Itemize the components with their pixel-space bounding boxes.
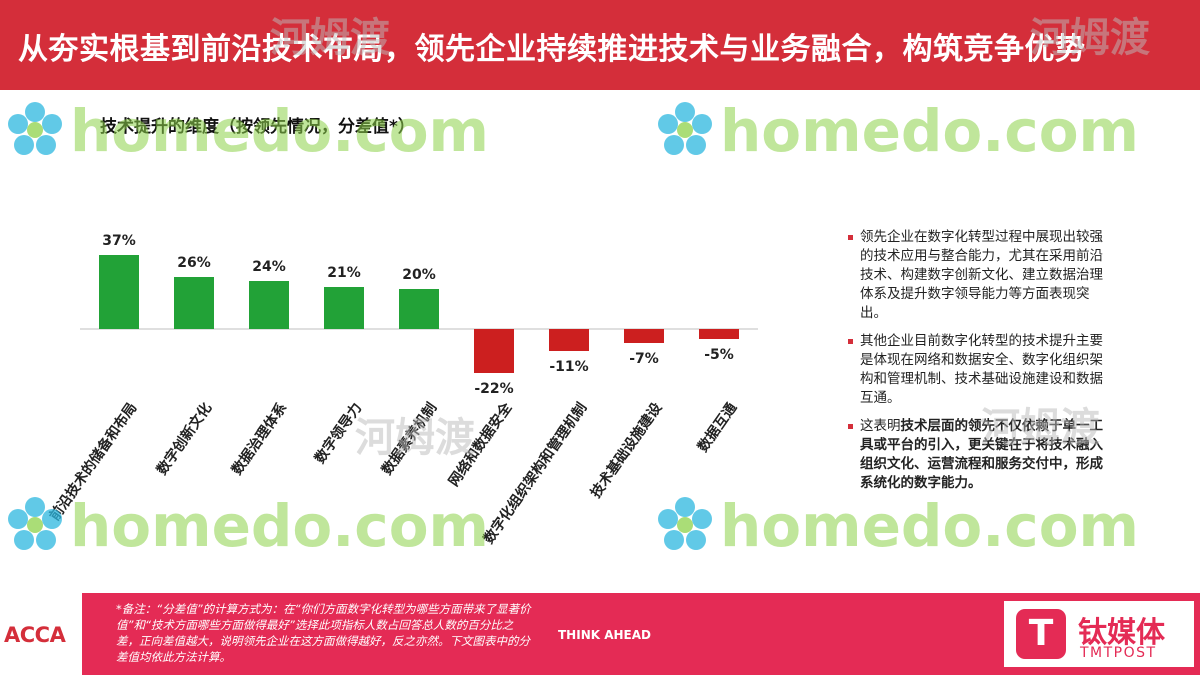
page-title: 从夯实根基到前沿技术布局，领先企业持续推进技术与业务融合，构筑竞争优势 [18,32,1086,67]
think-ahead-slogan: THINK AHEAD [558,628,651,642]
header-bar: 从夯实根基到前沿技术布局，领先企业持续推进技术与业务融合，构筑竞争优势 [0,0,1200,90]
category-label-9: 数据互通 [694,400,740,456]
category-label-2: 数字创新文化 [153,400,215,479]
data-label-3: 24% [252,259,286,275]
category-label-5: 数据素养机制 [378,400,440,479]
tmtpost-cn-name: 钛媒体 [1078,615,1166,649]
bullet-list: 领先企业在数字化转型过程中展现出较强的技术应用与整合能力，尤其在采用前沿技术、构… [848,228,1110,502]
bullet-marker [848,339,853,344]
category-labels-group: 前沿技术的储备和布局 数字创新文化 数据治理体系 数字领导力 数据素养机制 网络和数据安全… [46,399,740,547]
category-label-3: 数据治理体系 [228,400,290,479]
category-label-4: 数字领导力 [311,400,365,467]
tmtpost-glyph: T [1028,613,1054,654]
bullet-item-2: 其他企业目前数字化转型的技术提升主要是体现在网络和数据安全、数字化组织架构和管理… [848,332,1110,408]
data-label-5: 20% [402,267,436,283]
bullet-marker [848,235,853,240]
bar-7 [549,329,589,351]
category-label-6: 网络和数据安全 [445,399,516,490]
data-label-2: 26% [177,255,211,271]
category-label-8: 技术基础设施建设 [587,399,666,501]
chart-title: 技术提升的维度（按领先情况，分差值*） [100,117,415,137]
bar-9 [699,329,739,339]
footnote: *备注：“分差值”的计算方式为：在“你们方面数字化转型为哪些方面带来了显著价值”… [116,602,531,664]
data-label-8: -7% [629,351,659,367]
data-label-7: -11% [549,359,588,375]
bullet-item-3: 这表明技术层面的领先不仅依赖于单一工具或平台的引入，更关键在于将技术融入组织文化… [848,417,1110,493]
bullet-item-1: 领先企业在数字化转型过程中展现出较强的技术应用与整合能力，尤其在采用前沿技术、构… [848,228,1110,323]
acca-logo: ACCA [4,623,66,647]
bar-8 [624,329,664,343]
category-label-1: 前沿技术的储备和布局 [46,400,140,524]
data-labels-group: 37% 26% 24% 21% 20% -22% -11% -7% -5% [102,233,734,397]
tmtpost-en-name: TMTPOST [1080,645,1157,661]
tmtpost-logo: T 钛媒体 TMTPOST [1004,601,1194,667]
footer-bar: ACCA *备注：“分差值”的计算方式为：在“你们方面数字化转型为哪些方面带来了… [0,593,1200,675]
bullet-text: 其他企业目前数字化转型的技术提升主要是体现在网络和数据安全、数字化组织架构和管理… [860,333,1103,406]
bullet-text: 领先企业在数字化转型过程中展现出较强的技术应用与整合能力，尤其在采用前沿技术、构… [860,229,1103,321]
tmtpost-icon: T [1016,609,1066,659]
bullet-marker [848,424,853,429]
bullet-text-bold: 技术层面的领先不仅依赖于单一工具或平台的引入，更关键在于将技术融入组织文化、运营… [860,418,1103,491]
data-label-4: 21% [327,265,361,281]
data-label-9: -5% [704,347,734,363]
bar-4 [324,287,364,329]
data-label-6: -22% [474,381,513,397]
acca-logo-box: ACCA [0,593,82,675]
bar-5 [399,289,439,329]
bar-6 [474,329,514,373]
data-label-1: 37% [102,233,136,249]
bar-3 [249,281,289,329]
bars-group [80,255,758,373]
bar-1 [99,255,139,329]
bullet-text: 这表明 [860,418,901,434]
bar-chart: 37% 26% 24% 21% 20% -22% -11% -7% -5% 前沿技术的储备和布局… [46,233,758,547]
bar-2 [174,277,214,329]
